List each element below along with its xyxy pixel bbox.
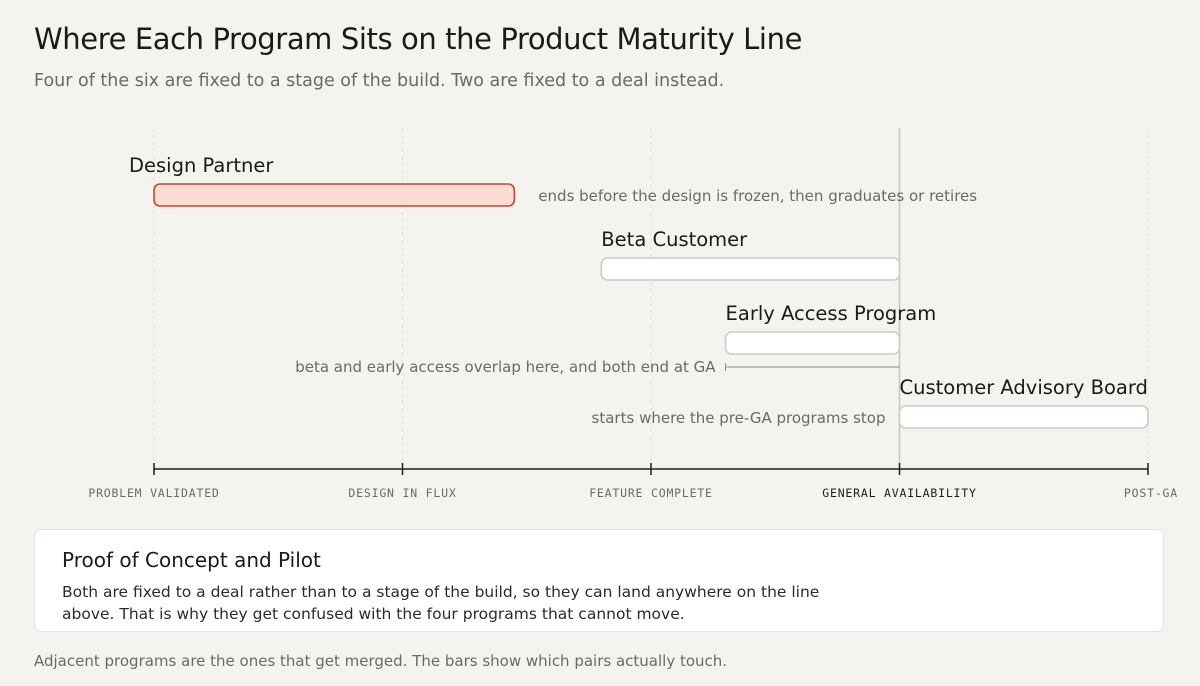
page-title: Where Each Program Sits on the Product M… (34, 22, 803, 56)
bar-early-access-program (724, 331, 901, 355)
annotation-customer-advisory-board: starts where the pre-GA programs stop (592, 409, 886, 427)
axis-label-post-ga: POST-GA (1124, 486, 1178, 500)
bar-label-beta-customer: Beta Customer (601, 228, 748, 251)
bar-label-early-access-program: Early Access Program (726, 302, 937, 325)
bar-label-customer-advisory-board: Customer Advisory Board (900, 376, 1148, 399)
axis-label-problem-validated: PROBLEM VALIDATED (88, 486, 219, 500)
maturity-timeline-chart: PROBLEM VALIDATED DESIGN IN FLUX FEATURE C… (88, 128, 1178, 500)
axis-label-design-in-flux: DESIGN IN FLUX (348, 486, 456, 500)
bar-customer-advisory-board (898, 405, 1149, 429)
annotation-early-access-program: beta and early access overlap here, and … (295, 358, 716, 376)
axis-label-general-availability: GENERAL AVAILABILITY (822, 486, 976, 500)
card-body: Both are fixed to a deal rather than to … (62, 583, 820, 623)
bar-label-design-partner: Design Partner (129, 154, 274, 177)
axis-label-feature-complete: FEATURE COMPLETE (589, 486, 713, 500)
annotation-design-partner: ends before the design is frozen, then g… (538, 187, 977, 205)
bar-design-partner (153, 183, 516, 207)
page-subtitle: Four of the six are fixed to a stage of … (34, 71, 725, 91)
footnote: Adjacent programs are the ones that get … (34, 652, 728, 670)
deal-programs-card: Proof of Concept and Pilot Both are fixe… (34, 529, 1164, 632)
card-title: Proof of Concept and Pilot (62, 548, 321, 572)
bar-beta-customer (600, 257, 901, 281)
